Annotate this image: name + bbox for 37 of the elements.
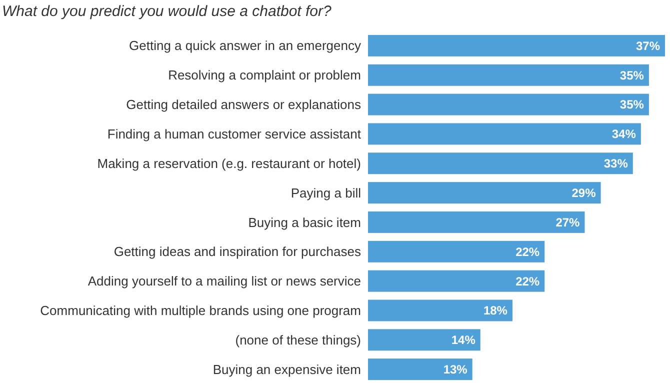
text: What do you predict you would use a chatbot for? bbox=[2, 3, 332, 20]
bar bbox=[368, 358, 472, 380]
y-tick-label: Resolving a complaint or problem bbox=[168, 68, 361, 83]
data-label: 14% bbox=[451, 333, 476, 348]
y-tick-label: Adding yourself to a mailing list or news service bbox=[88, 274, 361, 289]
bar bbox=[368, 182, 601, 204]
data-label: 13% bbox=[443, 362, 468, 377]
data-label: 33% bbox=[604, 156, 628, 171]
bar bbox=[368, 300, 512, 322]
bar bbox=[368, 329, 480, 351]
data-label: 22% bbox=[516, 274, 540, 288]
y-tick-label: Communicating with multiple brands using one program bbox=[40, 303, 361, 318]
y-tick-label: Getting a quick answer in an emergency bbox=[129, 38, 362, 54]
data-label: 22% bbox=[516, 244, 540, 259]
y-tick-label: Buying a basic item bbox=[248, 214, 361, 230]
y-tick-label: (none of these things) bbox=[235, 332, 361, 348]
bar bbox=[368, 64, 649, 86]
bar bbox=[368, 94, 649, 116]
bar bbox=[368, 240, 545, 262]
y-tick-label: Getting ideas and inspiration for purchases bbox=[114, 244, 362, 260]
y-tick-label: Making a reservation (e.g. restaurant or hotel) bbox=[97, 156, 361, 171]
data-label: 29% bbox=[572, 186, 596, 200]
y-tick-label: Paying a bill bbox=[290, 185, 362, 200]
bar bbox=[368, 152, 633, 174]
data-label: 35% bbox=[620, 98, 644, 112]
bar bbox=[368, 211, 585, 233]
bar bbox=[368, 34, 665, 56]
data-label: 34% bbox=[612, 127, 636, 142]
data-label: 35% bbox=[620, 68, 644, 82]
bar bbox=[368, 270, 545, 292]
y-tick-label: Buying an expensive item bbox=[212, 362, 361, 377]
y-tick-label: Getting detailed answers or explanations bbox=[126, 97, 362, 112]
bar bbox=[368, 123, 641, 145]
data-label: 18% bbox=[483, 304, 508, 318]
data-label: 37% bbox=[636, 38, 660, 53]
y-tick-label: Finding a human customer service assistant bbox=[107, 126, 362, 142]
data-label: 27% bbox=[556, 215, 580, 230]
